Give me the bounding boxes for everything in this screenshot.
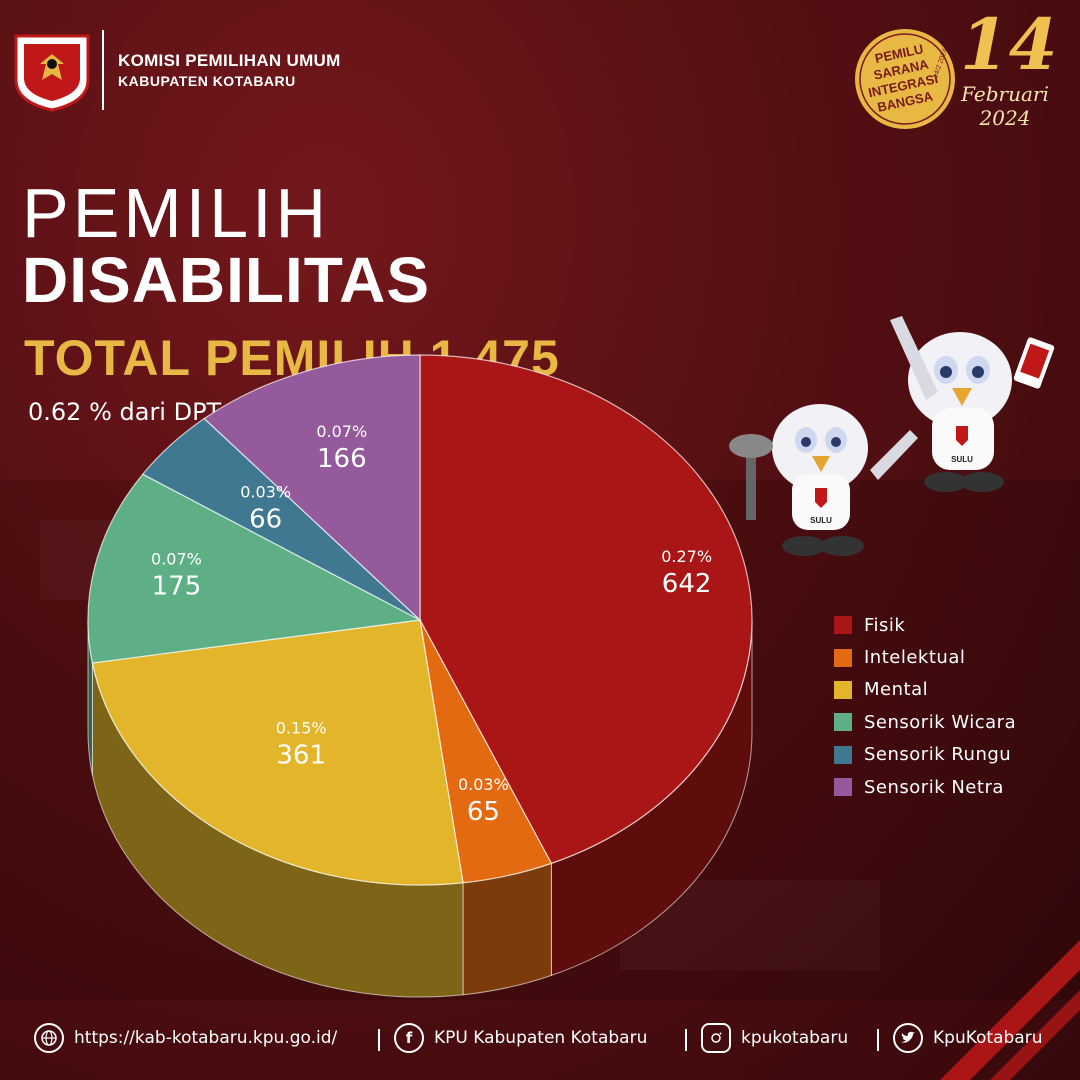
legend-swatch-sensorik-wicara bbox=[834, 713, 852, 732]
twitter-icon bbox=[893, 1023, 923, 1053]
pie-percent-label-sensorik-rungu: 0.03% bbox=[240, 482, 291, 501]
legend-item-sensorik-rungu: Sensorik Rungu bbox=[834, 739, 1016, 771]
facebook-handle[interactable]: KPU Kabupaten Kotabaru bbox=[434, 1028, 648, 1048]
dpt-percentage: 0.62 % dari DPT bbox=[28, 398, 222, 426]
pie-value-label-sensorik-wicara: 175 bbox=[152, 572, 202, 602]
footer-website[interactable]: https://kab-kotabaru.kpu.go.id/ bbox=[34, 1023, 337, 1053]
pie-value-label-sensorik-netra: 166 bbox=[317, 444, 367, 474]
mascot-left-shirt: SULU bbox=[810, 516, 832, 525]
mascot-left: SULU bbox=[729, 404, 918, 556]
header-divider bbox=[102, 30, 104, 110]
date-month: Februari bbox=[961, 82, 1049, 106]
title-line2: DISABILITAS bbox=[22, 244, 431, 316]
globe-icon bbox=[34, 1023, 64, 1053]
footer-divider bbox=[378, 1029, 380, 1051]
legend-item-sensorik-wicara: Sensorik Wicara bbox=[834, 706, 1016, 738]
pie-percent-label-mental: 0.15% bbox=[276, 719, 327, 738]
pie-slice-mental bbox=[91, 619, 464, 886]
legend-item-mental: Mental bbox=[834, 674, 1016, 706]
header: KOMISI PEMILIHAN UMUM KABUPATEN KOTABARU bbox=[12, 28, 341, 112]
pie-percent-label-intelektual: 0.03% bbox=[458, 775, 509, 794]
legend-swatch-mental bbox=[834, 680, 852, 699]
date-year: 2024 bbox=[979, 106, 1031, 130]
corner-stripes bbox=[940, 940, 1080, 1080]
legend-swatch-fisik bbox=[834, 616, 852, 635]
legend-item-sensorik-netra: Sensorik Netra bbox=[834, 771, 1016, 803]
instagram-handle[interactable]: kpukotabaru bbox=[741, 1028, 849, 1048]
election-date: 14 Februari 2024 bbox=[960, 3, 1058, 150]
pemilu-badge: PEMILU SARANA INTEGRASI BANGSA 14/2 2024 bbox=[855, 29, 955, 129]
org-name-line1: KOMISI PEMILIHAN UMUM bbox=[118, 51, 341, 70]
footer-divider bbox=[685, 1029, 687, 1051]
mascot-illustration: SULU SULU bbox=[729, 316, 1055, 556]
pie-percent-label-sensorik-wicara: 0.07% bbox=[151, 550, 202, 569]
date-number: 14 bbox=[960, 3, 1058, 86]
footer-facebook[interactable]: f KPU Kabupaten Kotabaru bbox=[394, 1023, 647, 1053]
instagram-icon bbox=[701, 1023, 731, 1053]
legend-label-sensorik-netra: Sensorik Netra bbox=[864, 776, 1004, 798]
pie-percent-label-fisik: 0.27% bbox=[661, 547, 712, 566]
pie-value-label-fisik: 642 bbox=[662, 569, 712, 599]
legend-label-sensorik-wicara: Sensorik Wicara bbox=[864, 711, 1017, 733]
twitter-handle[interactable]: KpuKotabaru bbox=[933, 1028, 1043, 1048]
legend-swatch-sensorik-netra bbox=[834, 778, 852, 797]
legend-item-fisik: Fisik bbox=[834, 609, 1016, 641]
legend-swatch-intelektual bbox=[834, 648, 852, 667]
title-line1: PEMILIH bbox=[22, 174, 331, 252]
pie-value-label-intelektual: 65 bbox=[467, 797, 500, 827]
footer-divider bbox=[877, 1029, 879, 1051]
legend-item-intelektual: Intelektual bbox=[834, 641, 1016, 673]
pie-slice-fisik bbox=[419, 354, 753, 865]
pie-value-label-sensorik-rungu: 66 bbox=[249, 504, 282, 534]
pie-percent-label-sensorik-netra: 0.07% bbox=[316, 422, 367, 441]
footer: https://kab-kotabaru.kpu.go.id/ f KPU Ka… bbox=[0, 1015, 1080, 1060]
legend-label-mental: Mental bbox=[864, 679, 929, 701]
pie-slice-sensorik-netra bbox=[203, 354, 421, 622]
mascot-right: SULU bbox=[890, 316, 1055, 492]
legend-label-fisik: Fisik bbox=[864, 614, 906, 636]
org-name-line2: KABUPATEN KOTABARU bbox=[118, 73, 296, 89]
facebook-icon: f bbox=[394, 1023, 424, 1053]
legend-swatch-sensorik-rungu bbox=[834, 745, 852, 764]
pie-side-intelektual bbox=[462, 862, 552, 996]
org-name: KOMISI PEMILIHAN UMUM KABUPATEN KOTABARU bbox=[118, 51, 341, 89]
pie-value-label-mental: 361 bbox=[276, 741, 326, 771]
legend-label-sensorik-rungu: Sensorik Rungu bbox=[864, 744, 1012, 766]
pie-slice-sensorik-wicara bbox=[87, 473, 422, 664]
footer-twitter[interactable]: KpuKotabaru bbox=[893, 1023, 1042, 1053]
mascot-right-shirt: SULU bbox=[951, 455, 973, 464]
legend-label-intelektual: Intelektual bbox=[864, 647, 966, 669]
chart-legend: Fisik Intelektual Mental Sensorik Wicara… bbox=[834, 609, 1016, 803]
footer-instagram[interactable]: kpukotabaru bbox=[701, 1023, 848, 1053]
website-url[interactable]: https://kab-kotabaru.kpu.go.id/ bbox=[74, 1028, 338, 1048]
kpu-logo bbox=[14, 34, 90, 112]
